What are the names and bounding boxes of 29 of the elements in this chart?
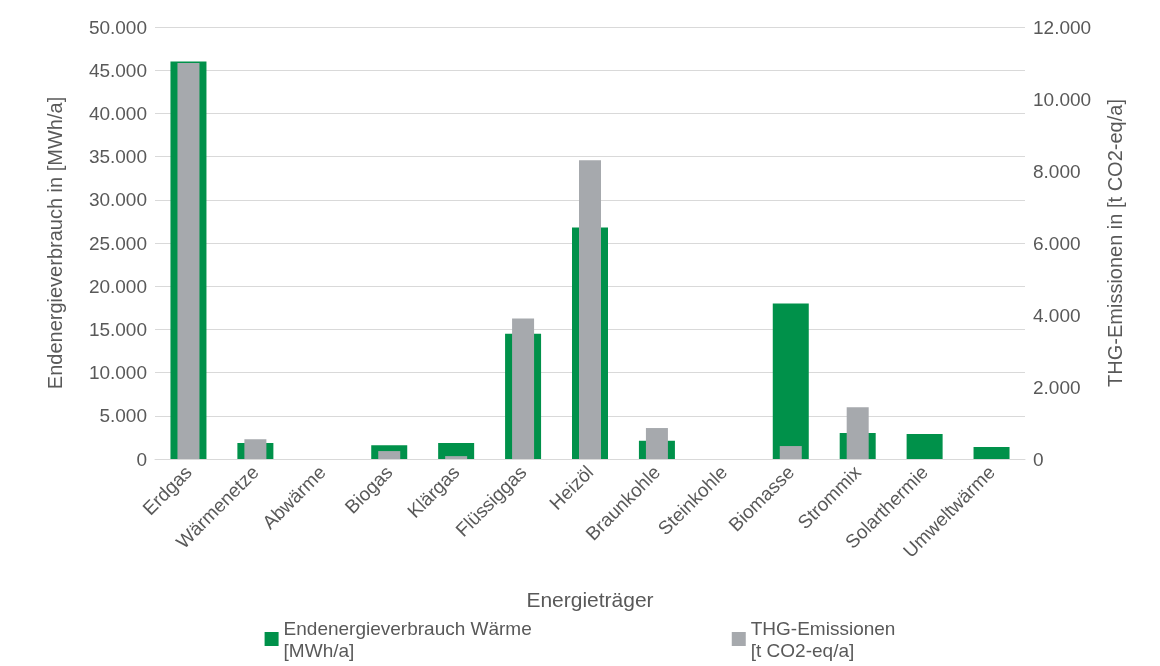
y-axis-title: Endenergieverbrauch in [MWh/a] (44, 96, 66, 390)
y-tick-label: 5.000 (99, 405, 147, 427)
bar (973, 446, 1010, 459)
y2-tick-label: 0 (1033, 448, 1044, 470)
y-tick-label: 50.000 (88, 16, 147, 38)
y-tick-label: 40.000 (88, 102, 147, 124)
bar (378, 451, 401, 459)
y-tick-label: 45.000 (88, 59, 147, 81)
y2-tick-label: 6.000 (1033, 232, 1081, 254)
bar (906, 433, 943, 459)
y-tick-label: 30.000 (88, 189, 147, 211)
y-tick-label: 10.000 (88, 362, 147, 384)
y2-tick-label: 10.000 (1033, 88, 1092, 110)
y2-tick-label: 12.000 (1033, 16, 1092, 38)
y-tick-label: 20.000 (88, 275, 147, 297)
y-tick-label: 15.000 (88, 318, 147, 340)
bar (445, 456, 468, 459)
y-tick-label: 0 (136, 448, 147, 470)
legend-label: THG-Emissionen [t CO2-eq/a] (750, 617, 896, 661)
y2-tick-label: 4.000 (1033, 304, 1081, 326)
y2-axis-title: THG-Emissionen in [t CO2-eq/a] (1104, 99, 1126, 387)
legend-label: Endenergieverbrauch Wärme [MWh/a] (283, 617, 532, 661)
bar (779, 446, 802, 459)
x-axis-title: Energieträger (526, 588, 654, 611)
y-tick-label: 25.000 (88, 232, 147, 254)
y2-tick-label: 8.000 (1033, 160, 1081, 182)
bar (772, 303, 809, 459)
y-tick-label: 35.000 (88, 146, 147, 168)
y2-tick-label: 2.000 (1033, 376, 1081, 398)
